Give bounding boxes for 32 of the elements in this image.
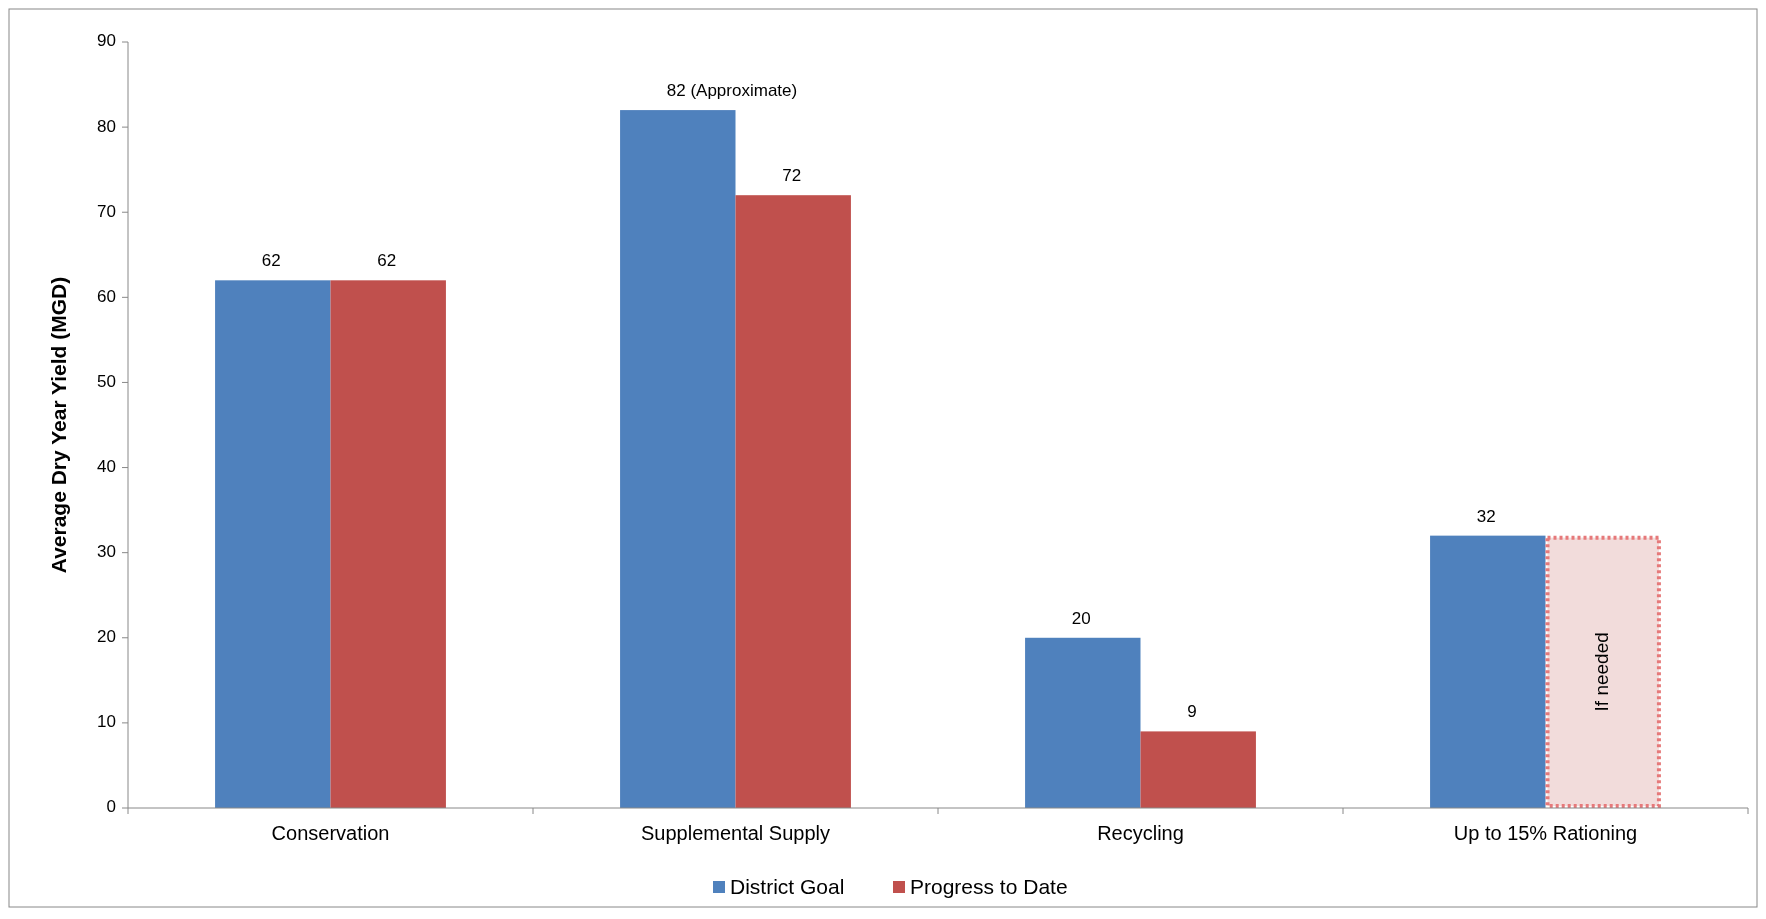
y-tick-label: 90 bbox=[97, 31, 116, 51]
data-label: 20 bbox=[1071, 608, 1091, 628]
bar bbox=[330, 280, 446, 808]
bar bbox=[1025, 637, 1141, 808]
data-label: 62 bbox=[261, 251, 281, 271]
legend-label: Progress to Date bbox=[910, 874, 1068, 898]
data-label: 72 bbox=[782, 166, 802, 186]
annotation: If needed bbox=[1591, 632, 1613, 712]
bar bbox=[1140, 731, 1256, 808]
bar bbox=[620, 110, 736, 808]
y-tick-label: 50 bbox=[97, 371, 116, 391]
y-tick-label: 60 bbox=[97, 286, 116, 306]
x-tick-label: Supplemental Supply bbox=[640, 822, 831, 844]
y-tick-label: 40 bbox=[97, 457, 116, 477]
bar bbox=[1430, 535, 1546, 808]
x-tick-label: Up to 15% Rationing bbox=[1453, 822, 1638, 844]
x-tick-label: Recycling bbox=[1097, 822, 1184, 844]
bar bbox=[215, 280, 331, 808]
data-label: 32 bbox=[1476, 506, 1496, 526]
y-tick-label: 70 bbox=[97, 201, 116, 221]
y-tick-label: 0 bbox=[106, 797, 116, 817]
data-label: 9 bbox=[1187, 702, 1197, 722]
legend-label: District Goal bbox=[730, 874, 845, 898]
y-tick-label: 30 bbox=[97, 542, 116, 562]
y-axis-title: Average Dry Year Yield (MGD) bbox=[47, 276, 70, 574]
data-label: 82 (Approximate) bbox=[666, 81, 798, 101]
y-tick-label: 10 bbox=[97, 712, 116, 732]
y-tick-label: 20 bbox=[97, 627, 116, 647]
y-tick-label: 80 bbox=[97, 116, 116, 136]
bar bbox=[735, 195, 851, 808]
x-tick-label: Conservation bbox=[271, 822, 390, 844]
data-label: 62 bbox=[377, 251, 397, 271]
